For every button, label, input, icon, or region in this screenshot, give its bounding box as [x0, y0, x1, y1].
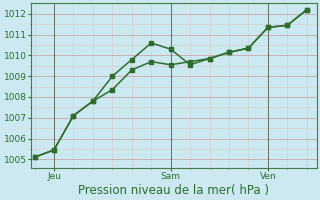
X-axis label: Pression niveau de la mer( hPa ): Pression niveau de la mer( hPa ) [78, 184, 269, 197]
